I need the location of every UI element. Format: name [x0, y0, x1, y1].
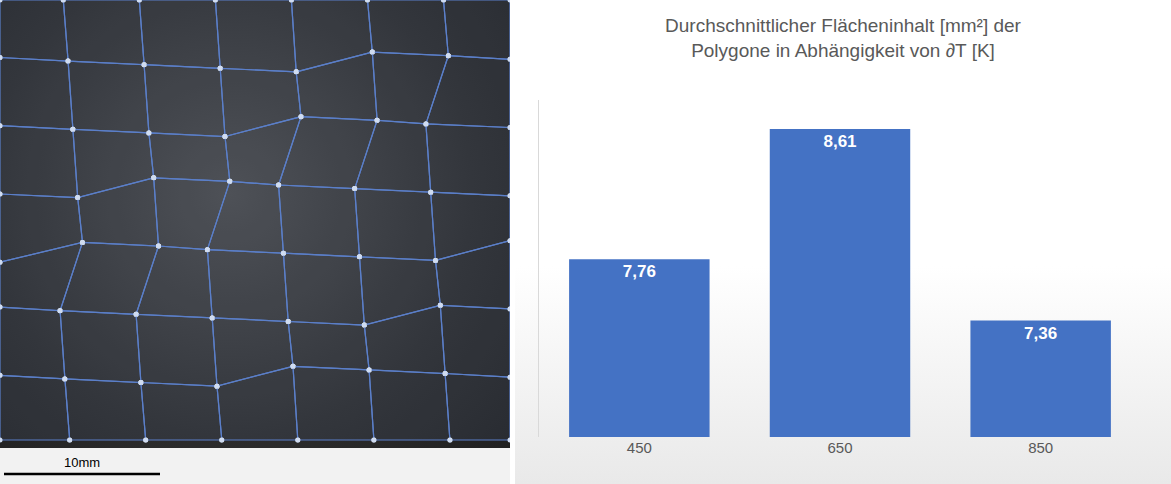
svg-text:Durchschnittlicher Flächeninha: Durchschnittlicher Flächeninhalt [mm²] d…	[665, 15, 1022, 61]
svg-text:650: 650	[827, 439, 852, 456]
svg-text:7,36: 7,36	[1024, 324, 1057, 343]
svg-text:10mm: 10mm	[64, 455, 100, 470]
svg-text:8,61: 8,61	[823, 132, 856, 151]
svg-text:450: 450	[627, 439, 652, 456]
svg-text:850: 850	[1028, 439, 1053, 456]
svg-text:7,76: 7,76	[623, 262, 656, 281]
